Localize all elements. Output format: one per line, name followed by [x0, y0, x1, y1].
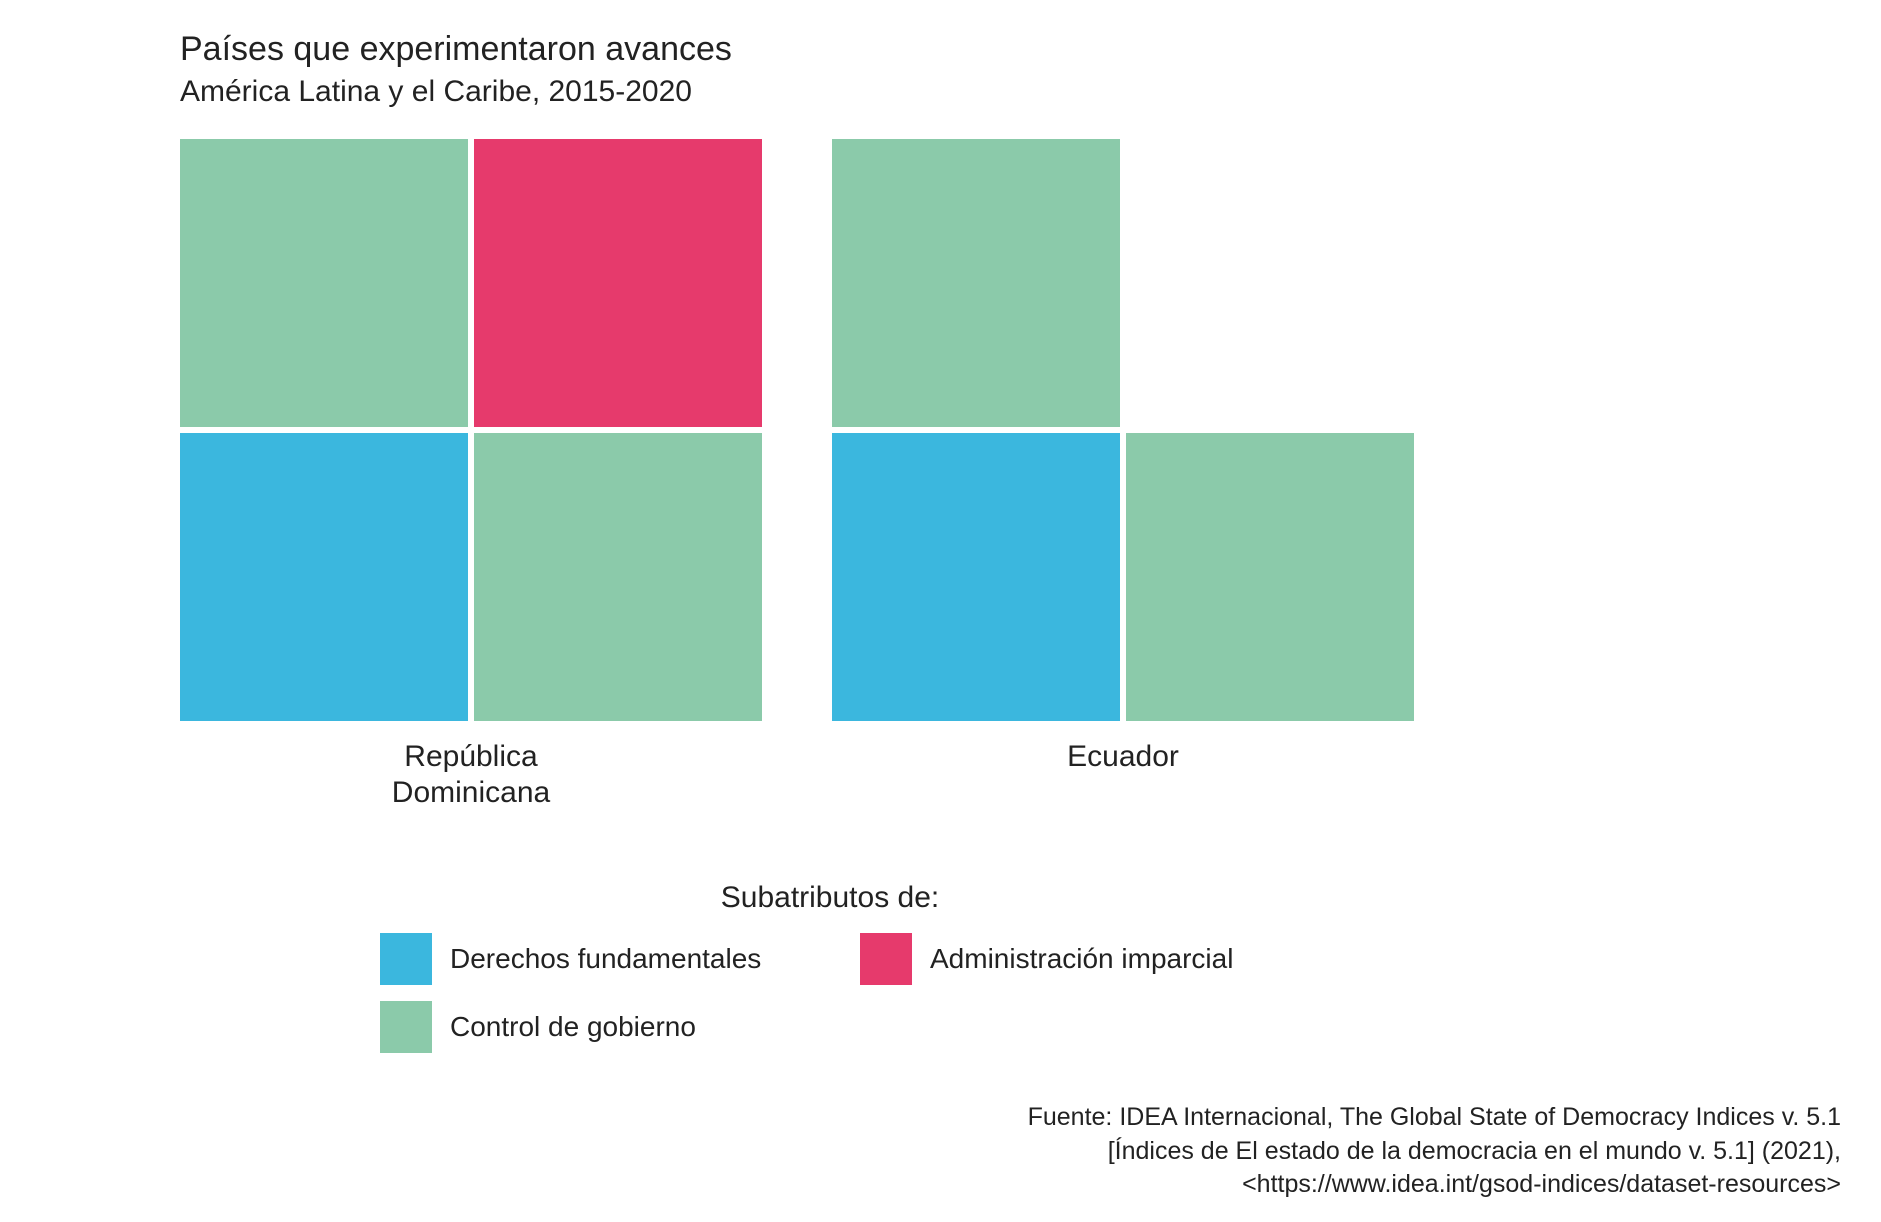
legend-item-control: Control de gobierno — [380, 1001, 800, 1053]
swatch-icon — [380, 1001, 432, 1053]
chart-title: Países que experimentaron avances — [180, 30, 1841, 69]
legend-title: Subatributos de: — [380, 881, 1280, 915]
legend: Subatributos de: Derechos fundamentales … — [380, 881, 1280, 1053]
tile — [474, 139, 762, 427]
tile — [832, 139, 1120, 427]
tile — [180, 139, 468, 427]
tile-grid — [832, 139, 1414, 721]
country-group-dominicana: República Dominicana — [180, 139, 762, 811]
legend-label: Administración imparcial — [930, 943, 1233, 975]
tile — [474, 433, 762, 721]
swatch-icon — [860, 933, 912, 985]
legend-row: Control de gobierno — [380, 1001, 1280, 1053]
chart-subtitle: América Latina y el Caribe, 2015-2020 — [180, 75, 1841, 109]
legend-item-administracion: Administración imparcial — [860, 933, 1280, 985]
country-label: República Dominicana — [392, 739, 550, 811]
country-group-ecuador: Ecuador — [832, 139, 1414, 811]
legend-label: Control de gobierno — [450, 1011, 696, 1043]
legend-rows: Derechos fundamentales Administración im… — [380, 933, 1280, 1053]
source-caption: Fuente: IDEA Internacional, The Global S… — [1028, 1101, 1841, 1202]
legend-item-derechos: Derechos fundamentales — [380, 933, 800, 985]
tile — [180, 433, 468, 721]
tile-grid — [180, 139, 762, 721]
tile — [1126, 433, 1414, 721]
swatch-icon — [380, 933, 432, 985]
figure: Países que experimentaron avances Améric… — [0, 0, 1881, 1222]
charts-row: República Dominicana Ecuador — [180, 139, 1841, 811]
legend-row: Derechos fundamentales Administración im… — [380, 933, 1280, 985]
legend-label: Derechos fundamentales — [450, 943, 761, 975]
country-label: Ecuador — [1067, 739, 1179, 775]
tile — [832, 433, 1120, 721]
